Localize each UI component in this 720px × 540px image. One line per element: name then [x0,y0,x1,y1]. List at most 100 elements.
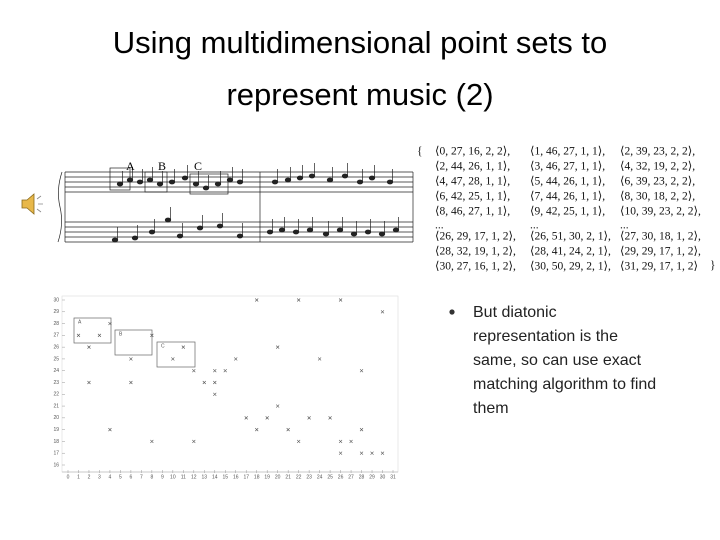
note-head [181,175,189,181]
note-head [116,181,124,187]
music-score [57,163,414,243]
x-tick-label: 26 [338,474,344,480]
box-label: A [78,319,82,325]
speaker-icon[interactable] [21,193,43,215]
score-label: A [126,159,135,173]
note-head [226,177,234,183]
set-entry: ... [435,220,444,232]
pattern-box [156,341,196,368]
y-tick-label: 24 [53,368,59,374]
point [296,439,301,444]
x-tick-label: 12 [191,474,197,480]
y-tick-label: 17 [53,451,59,457]
point [317,357,322,361]
point-stroke [234,357,238,361]
x-tick-label: 7 [140,474,143,480]
bullet-line: But diatonic [473,304,557,321]
note-head [196,225,204,231]
x-tick-label: 5 [119,474,122,480]
motif-box [189,173,229,195]
set-entry: ⟨0, 27, 16, 2, 2⟩, [435,145,510,158]
note-head [296,175,304,181]
point [307,416,311,420]
box-label: B [119,331,123,337]
point-stroke [108,427,112,432]
x-tick-label: 13 [202,474,208,480]
bullet-line: them [473,400,509,417]
point-stroke [359,451,364,455]
point-stroke [254,427,259,432]
point-stroke [181,345,186,349]
point-stroke [296,298,301,302]
point [108,427,112,432]
set-entry: ⟨27, 30, 18, 1, 2⟩, [620,230,701,243]
set-brace: { [417,146,423,158]
motif-box [144,171,168,193]
point-stroke [213,380,217,385]
pattern-box [73,317,112,344]
x-tick-label: 19 [264,474,270,480]
score-label: B [158,159,166,173]
point [349,439,353,444]
x-tick-label: 21 [285,474,291,480]
point [359,451,364,455]
title-line: represent music (2) [226,77,493,112]
point-stroke [275,345,280,349]
point-stroke [307,416,311,420]
point [275,404,280,408]
set-entry: ⟨30, 50, 29, 2, 1⟩, [530,260,611,273]
point [296,298,301,302]
y-tick-label: 23 [53,380,59,386]
note-head [350,231,358,237]
bullet-line: same, so can use exact [473,352,642,369]
note-head [164,217,172,223]
plot-frame [61,295,399,473]
point [286,427,290,432]
x-tick-label: 9 [161,474,164,480]
note-head [168,179,176,185]
point [254,298,259,302]
point-stroke [202,380,207,385]
note-head [322,231,330,237]
point-stroke [192,439,196,444]
point-stroke [87,345,91,349]
note-head [364,229,372,235]
point [97,333,102,338]
point [380,451,385,455]
set-entry: ⟨3, 46, 27, 1, 1⟩, [530,160,605,173]
point [338,451,343,455]
note-head [176,233,184,239]
x-tick-label: 31 [390,474,396,480]
x-tick-label: 15 [222,474,228,480]
point [223,369,227,373]
point-stroke [370,451,374,455]
x-tick-label: 25 [327,474,333,480]
note-head [356,179,364,185]
note-head [284,177,292,183]
x-tick-label: 20 [275,474,281,480]
y-tick-label: 18 [53,439,59,445]
note-head [392,227,400,233]
score-label: C [194,159,202,173]
note-head [266,229,274,235]
note-head [386,179,394,185]
bullet-line: matching algorithm to find [473,376,656,393]
y-tick-label: 21 [53,403,59,409]
y-tick-label: 16 [53,462,59,468]
point [359,427,364,432]
bullet-dot [449,309,455,315]
y-tick-label: 30 [53,297,59,303]
y-tick-label: 25 [53,356,59,362]
point [129,357,133,361]
point-stroke [359,427,364,432]
x-tick-label: 18 [254,474,260,480]
x-tick-label: 24 [317,474,323,480]
point [213,369,217,373]
x-tick-label: 6 [130,474,133,480]
set-entry: ⟨26, 29, 17, 1, 2⟩, [435,230,516,243]
point-stroke [150,333,154,338]
note-head [368,175,376,181]
note-head [271,179,279,185]
